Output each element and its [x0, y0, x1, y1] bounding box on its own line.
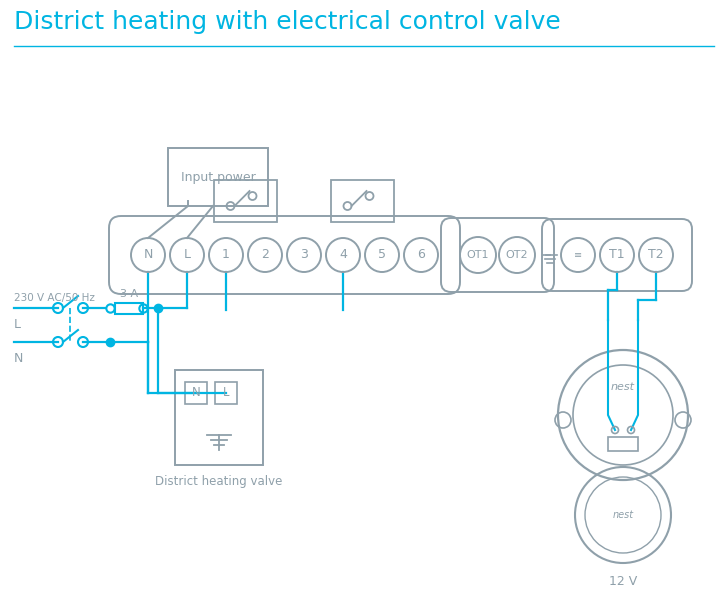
Bar	[175, 370, 263, 465]
Text: 1: 1	[222, 248, 230, 261]
Text: 4: 4	[339, 248, 347, 261]
Text: 230 V AC/50 Hz: 230 V AC/50 Hz	[14, 293, 95, 303]
Text: OT1: OT1	[467, 250, 489, 260]
Text: District heating with electrical control valve: District heating with electrical control…	[14, 10, 561, 34]
Text: L: L	[183, 248, 191, 261]
Text: N: N	[14, 352, 23, 365]
Text: 12 V: 12 V	[609, 575, 637, 588]
Text: nest: nest	[611, 382, 635, 392]
Text: ≡: ≡	[574, 250, 582, 260]
Text: 5: 5	[378, 248, 386, 261]
Text: T1: T1	[609, 248, 625, 261]
Text: 6: 6	[417, 248, 425, 261]
Bar	[608, 437, 638, 451]
Bar	[215, 382, 237, 404]
Bar	[185, 382, 207, 404]
Text: OT2: OT2	[506, 250, 529, 260]
Text: T2: T2	[648, 248, 664, 261]
Text: 2: 2	[261, 248, 269, 261]
Text: L: L	[223, 387, 229, 400]
Bar	[115, 302, 143, 314]
Text: nest: nest	[612, 510, 633, 520]
Bar	[331, 180, 394, 222]
Bar	[214, 180, 277, 222]
Text: N: N	[143, 248, 153, 261]
Text: 3: 3	[300, 248, 308, 261]
Bar	[168, 148, 268, 206]
Text: Input power: Input power	[181, 170, 256, 184]
Text: 3 A: 3 A	[120, 289, 138, 299]
Text: District heating valve: District heating valve	[155, 475, 282, 488]
Text: L: L	[14, 318, 21, 331]
Text: N: N	[191, 387, 200, 400]
